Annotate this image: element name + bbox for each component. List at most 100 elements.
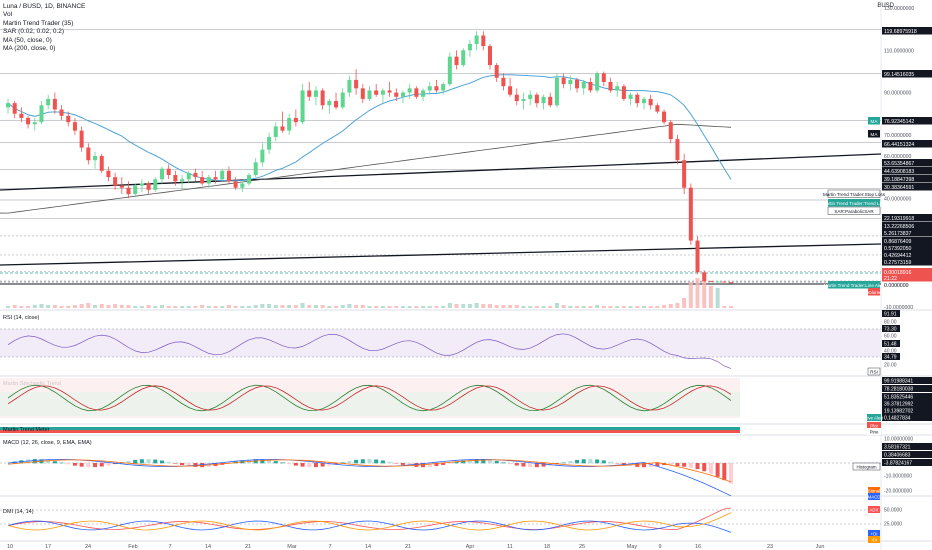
volume-bar xyxy=(662,305,667,308)
price-label: 0.00018916 xyxy=(884,270,912,276)
price-label-bg xyxy=(882,167,932,175)
macd-histogram-bar xyxy=(595,459,600,464)
candle-body xyxy=(72,122,77,131)
candle-body xyxy=(487,46,493,66)
legend-line-trend-trader[interactable]: Martin Trend Trader (35) xyxy=(3,19,74,27)
volume-bar xyxy=(367,306,372,308)
candle-body xyxy=(501,77,506,87)
candle-body xyxy=(421,90,426,97)
macd-histogram-bar xyxy=(581,459,586,464)
volume-bar xyxy=(220,306,225,308)
adx-line xyxy=(7,507,732,530)
macd-histogram-bar xyxy=(307,463,312,468)
volume-bar xyxy=(467,304,472,308)
candle-body xyxy=(641,98,646,104)
candle-body xyxy=(380,90,385,95)
candle-body xyxy=(575,79,580,89)
macd-histogram-bar xyxy=(367,459,372,464)
price-label-bg xyxy=(882,175,932,183)
candle-body xyxy=(461,50,466,66)
macd-histogram-bar xyxy=(695,463,700,470)
macd-histogram-bar xyxy=(601,460,606,464)
macd-histogram-bar xyxy=(66,463,71,465)
rsi-axis-bg xyxy=(882,340,900,347)
volume-bar xyxy=(641,306,646,308)
price-label-bg xyxy=(882,27,932,35)
volume-bar xyxy=(648,306,653,308)
volume-bar xyxy=(347,304,352,308)
legend-line-ma50[interactable]: MA (50, close, 0) xyxy=(3,36,52,44)
macd-histogram-bar xyxy=(400,463,405,465)
stoch-tag: Plot xyxy=(870,424,878,429)
macd-histogram-bar xyxy=(621,463,626,465)
candle-body xyxy=(213,177,218,180)
volume-bar xyxy=(52,305,57,308)
legend-line-volume[interactable]: Vol xyxy=(3,11,13,19)
x-axis-tick: 14 xyxy=(205,544,211,550)
volume-bar xyxy=(300,303,305,308)
candle-body xyxy=(708,281,713,283)
price-label: 66.44151324 xyxy=(884,142,914,148)
candle-body xyxy=(434,86,439,91)
stoch-tag: Pine xyxy=(870,430,879,435)
price-label: 22.19319918 xyxy=(884,216,914,222)
macd-histogram-bar xyxy=(427,463,432,467)
candle-body xyxy=(414,88,419,97)
volume-bar xyxy=(615,306,620,308)
macd-axis-label: -20.0000000 xyxy=(884,489,912,495)
meter-strip-1 xyxy=(0,427,740,430)
candle-body xyxy=(360,88,365,99)
volume-bar xyxy=(267,304,272,308)
macd-histogram-bar xyxy=(521,463,526,467)
dmi-tag-bg xyxy=(868,536,880,543)
indicator-tag: Martin Trend Trader:Line Alert xyxy=(824,283,885,288)
volume-bar xyxy=(307,305,312,308)
candle-body xyxy=(655,105,660,112)
macd-histogram-bar xyxy=(320,463,325,467)
legend-line-sar[interactable]: SAR (0.02, 0.02, 0.2) xyxy=(3,28,65,36)
volume-bar xyxy=(541,306,546,308)
price-label-bg xyxy=(882,117,932,125)
candle-body xyxy=(474,35,479,44)
candle-body xyxy=(521,98,526,102)
quote-currency-label: BUSD xyxy=(877,3,894,9)
candle-body xyxy=(313,90,318,97)
macd-axis-bg xyxy=(882,459,932,466)
volume-bar xyxy=(273,305,278,308)
minus-di-line xyxy=(7,512,732,531)
candle-body xyxy=(5,103,11,108)
indicator-tag-bg xyxy=(868,288,880,296)
dmi-title: DMI (14, 14) xyxy=(3,509,34,515)
candle-body xyxy=(528,94,533,99)
x-axis-tick: Apr xyxy=(466,544,475,550)
candle-body xyxy=(367,90,372,99)
rsi-band xyxy=(0,329,881,357)
price-label: 5.26173837 xyxy=(884,231,912,237)
indicator-tag-bg xyxy=(827,206,881,215)
macd-histogram-bar xyxy=(79,463,84,467)
rsi-axis-bg xyxy=(882,325,900,332)
candle-body xyxy=(702,272,707,282)
candle-body xyxy=(635,94,640,104)
candle-body xyxy=(193,172,198,178)
volume-bar xyxy=(548,306,553,308)
candle-body xyxy=(260,149,265,163)
legend-line-ma200[interactable]: MA (200, close, 0) xyxy=(3,45,56,53)
volume-bar xyxy=(394,306,399,308)
volume-bar xyxy=(12,305,17,308)
symbol-title[interactable]: Luna / BUSD, 1D, BINANCE xyxy=(3,3,86,10)
candle-body xyxy=(608,82,613,91)
macd-histogram-bar xyxy=(280,462,285,464)
meter-strip-2 xyxy=(0,430,740,433)
macd-histogram-bar xyxy=(126,460,131,464)
candle-body xyxy=(722,281,727,283)
macd-tag-bg xyxy=(868,493,880,500)
candle-body xyxy=(454,56,459,66)
macd-histogram-bar xyxy=(722,463,727,481)
rsi-axis-label: 34.79 xyxy=(884,355,897,361)
candle-body xyxy=(668,122,673,140)
indicator-tag: MA xyxy=(871,132,879,137)
macd-histogram-bar xyxy=(715,463,720,477)
volume-bar xyxy=(534,306,539,308)
